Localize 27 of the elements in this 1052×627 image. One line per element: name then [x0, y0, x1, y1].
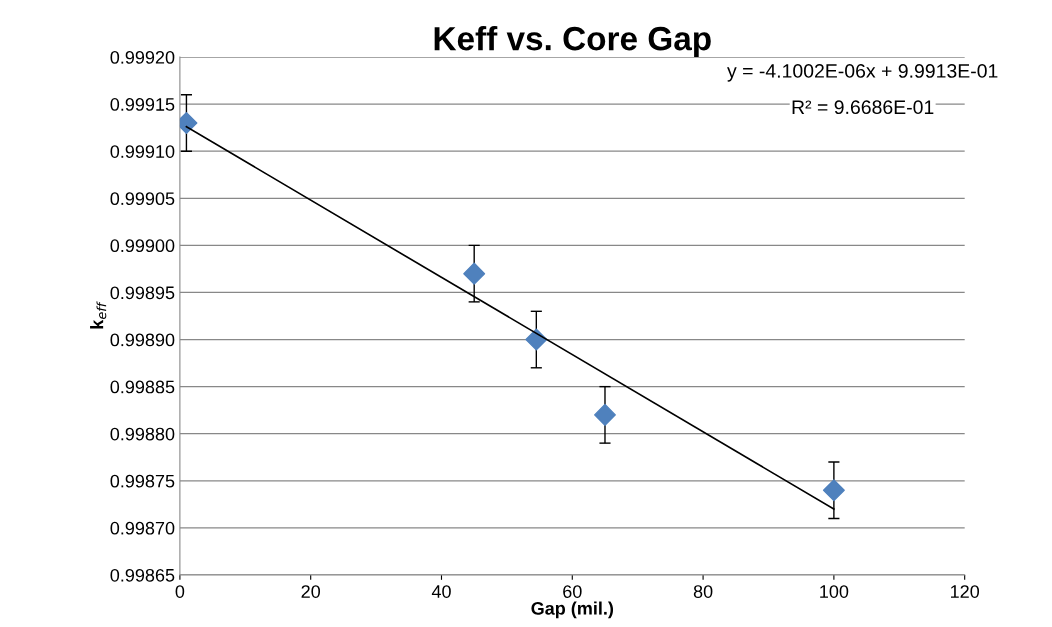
- y-tick-label: 0.99870: [110, 521, 175, 535]
- y-tick-label: 0.99890: [110, 333, 175, 347]
- annotation: R² = 9.6686E-01: [792, 100, 934, 115]
- annotation: y = -4.1002E-06x + 9.9913E-01: [727, 64, 998, 82]
- y-tick-label: 0.99865: [110, 568, 175, 582]
- y-tick-label: 0.99905: [110, 192, 175, 206]
- x-tick-label: 100: [820, 585, 849, 598]
- x-tick-label: 0: [175, 585, 185, 598]
- x-tick-label: 40: [431, 585, 451, 598]
- y-tick-label: 0.99915: [110, 98, 175, 111]
- point: [463, 262, 486, 285]
- chart-title: Keff vs. Core Gap: [434, 25, 711, 58]
- y-tick-label: 0.99880: [110, 427, 175, 441]
- y-tick-label: 0.99885: [110, 380, 175, 394]
- y-tick-label: 0.99895: [110, 286, 175, 300]
- x-tick-label: 120: [951, 585, 980, 598]
- x-tick-label: 20: [301, 585, 321, 598]
- x-tick-label: 60: [563, 585, 582, 598]
- y-tick-label: 0.99910: [110, 145, 175, 158]
- y-tick-label: 0.99875: [110, 474, 175, 488]
- y-tick-label: 0.99900: [110, 239, 175, 253]
- x-tick-label: 80: [693, 585, 713, 598]
- x-axis-title: Gap (mil.): [531, 601, 614, 619]
- point: [822, 479, 845, 502]
- point: [593, 403, 616, 426]
- y-tick-label: 0.99920: [110, 50, 175, 64]
- y-axis-title: k$_{eff}$: [90, 301, 107, 329]
